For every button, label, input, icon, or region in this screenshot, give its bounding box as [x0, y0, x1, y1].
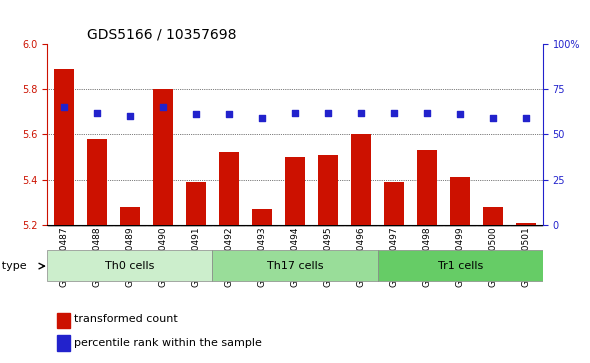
- Bar: [120, 207, 140, 225]
- Text: cell type: cell type: [0, 261, 27, 271]
- Point: [158, 104, 168, 110]
- Point: [290, 110, 300, 115]
- Bar: [57, 335, 70, 351]
- Bar: [54, 69, 74, 225]
- Bar: [516, 223, 536, 225]
- Bar: [417, 150, 437, 225]
- Text: percentile rank within the sample: percentile rank within the sample: [74, 338, 263, 348]
- Bar: [384, 182, 404, 225]
- Bar: [351, 134, 371, 225]
- Point: [323, 110, 333, 115]
- Bar: [252, 209, 272, 225]
- Point: [356, 110, 366, 115]
- Bar: [219, 152, 239, 225]
- Bar: [483, 207, 503, 225]
- Point: [92, 110, 101, 115]
- Point: [191, 111, 201, 117]
- Bar: [57, 313, 70, 328]
- Bar: [285, 157, 305, 225]
- Text: Tr1 cells: Tr1 cells: [438, 261, 483, 271]
- Text: Th0 cells: Th0 cells: [105, 261, 155, 271]
- Text: GDS5166 / 10357698: GDS5166 / 10357698: [87, 27, 237, 41]
- Bar: [318, 155, 338, 225]
- Text: Th17 cells: Th17 cells: [267, 261, 323, 271]
- Point: [257, 115, 267, 121]
- Point: [422, 110, 432, 115]
- FancyBboxPatch shape: [212, 250, 378, 281]
- Point: [125, 113, 135, 119]
- Bar: [153, 89, 173, 225]
- Point: [489, 115, 498, 121]
- Point: [455, 111, 465, 117]
- FancyBboxPatch shape: [47, 250, 212, 281]
- Point: [522, 115, 531, 121]
- Text: transformed count: transformed count: [74, 314, 178, 324]
- Bar: [87, 139, 107, 225]
- Point: [59, 104, 68, 110]
- Point: [389, 110, 399, 115]
- Bar: [450, 178, 470, 225]
- Point: [224, 111, 234, 117]
- FancyBboxPatch shape: [378, 250, 543, 281]
- Bar: [186, 182, 206, 225]
